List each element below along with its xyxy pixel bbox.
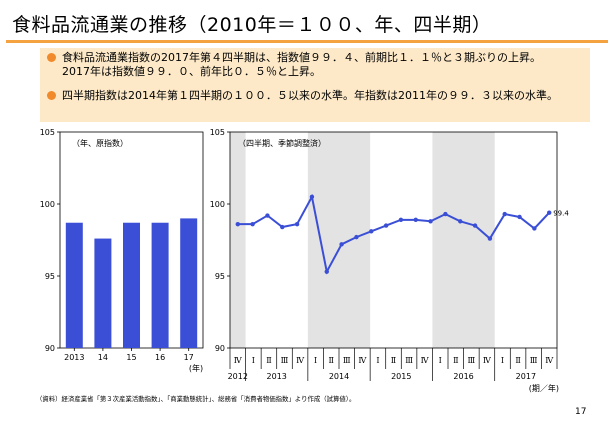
quarter-label: Ⅱ (328, 356, 333, 365)
data-point (502, 211, 507, 217)
data-point (547, 210, 552, 215)
quarter-label: Ⅳ (545, 356, 554, 365)
data-point (339, 242, 344, 247)
x-tick-label: 15 (126, 353, 136, 362)
bullet-dot-icon (47, 53, 56, 62)
data-point (532, 226, 537, 231)
data-point (369, 229, 374, 234)
quarter-label: Ⅰ (314, 356, 317, 365)
source-note: （資料）経済産業省「第３次産業活動指数」、「商業動態統計」、総務省「消費者物価指… (36, 395, 356, 403)
data-point (309, 194, 315, 199)
data-point (250, 221, 255, 227)
quarter-label: Ⅱ (453, 356, 458, 365)
bullet-dot-icon (47, 91, 56, 100)
summary-text: 四半期指数は2014年第１四半期の１００．５以来の水準。年指数は2011年の９９… (62, 89, 558, 102)
y-tick-label: 90 (215, 344, 225, 353)
data-point (487, 236, 493, 241)
data-point (324, 269, 329, 274)
data-point (354, 234, 359, 240)
y-tick-label: 90 (45, 344, 55, 353)
y-tick-label: 100 (40, 200, 55, 209)
year-label: 2013 (267, 372, 287, 381)
bar (65, 222, 83, 348)
year-label: 2015 (391, 372, 411, 381)
quarter-label: Ⅲ (405, 356, 413, 365)
plot-background (230, 132, 557, 348)
quarter-label: Ⅱ (515, 356, 520, 365)
quarter-label: Ⅱ (391, 356, 396, 365)
data-point (280, 224, 285, 230)
year-shade-band (230, 132, 246, 348)
data-point (458, 219, 463, 224)
year-label: 2016 (453, 372, 473, 381)
quarter-label: Ⅰ (252, 356, 255, 365)
data-point (413, 217, 418, 223)
x-axis-unit: (年) (189, 363, 203, 373)
summary-bullet: 四半期指数は2014年第１四半期の１００．５以来の水準。年指数は2011年の９９… (47, 89, 567, 103)
y-tick-label: 105 (40, 128, 55, 137)
data-point (428, 219, 433, 224)
quarter-label: Ⅰ (439, 356, 442, 365)
data-point (472, 223, 478, 228)
quarter-label: Ⅲ (530, 356, 538, 365)
data-point (294, 221, 300, 227)
plot-frame (229, 131, 558, 349)
bar (123, 222, 140, 348)
data-point (265, 213, 270, 218)
y-tick-label: 95 (45, 272, 55, 281)
annual-bar-chart: 90 95 100 105 （年、原指数） 2013 14 15 16 17(年) (40, 128, 204, 373)
summary-text: 食料品流通業指数の2017年第４四半期は、指数値９９．４、前期比１．１％と３期ぶ… (62, 51, 541, 78)
summary-bullet: 食料品流通業指数の2017年第４四半期は、指数値９９．４、前期比１．１％と３期ぶ… (47, 51, 567, 78)
quarter-label: Ⅲ (467, 356, 475, 365)
data-point (235, 221, 240, 227)
page-title: 食料品流通業の推移（2010年＝１００、年、四半期） (12, 14, 492, 36)
year-shade-band (307, 132, 371, 348)
data-point (398, 217, 404, 223)
quarter-label: Ⅳ (358, 356, 367, 365)
summary-box: 食料品流通業指数の2017年第４四半期は、指数値９９．４、前期比１．１％と３期ぶ… (40, 48, 590, 122)
bar (180, 218, 198, 348)
quarter-label: Ⅰ (501, 356, 504, 365)
y-tick-label: 95 (215, 272, 225, 281)
chart-title: （年、原指数） (72, 138, 128, 148)
year-label: 2012 (228, 372, 248, 381)
quarter-label: Ⅳ (483, 356, 492, 365)
year-label: 2014 (329, 372, 349, 381)
data-point (443, 211, 448, 217)
y-tick-label: 100 (210, 200, 225, 209)
year-shade-band (432, 132, 495, 348)
quarter-label: Ⅰ (376, 356, 379, 365)
data-point (517, 214, 522, 220)
quarter-label: Ⅲ (343, 356, 351, 365)
data-point (383, 223, 389, 228)
quarter-label: Ⅳ (421, 356, 430, 365)
chart-title: （四半期、季節調整済） (238, 138, 326, 148)
x-tick-label: 2013 (64, 353, 84, 362)
quarter-label: Ⅳ (296, 356, 305, 365)
year-label: 2017 (516, 372, 536, 381)
title-underline (6, 40, 608, 43)
quarter-label: Ⅲ (281, 356, 289, 365)
series-line (237, 193, 550, 275)
x-axis-unit: (期／年) (529, 383, 559, 393)
y-tick-label: 105 (210, 128, 225, 137)
bar (94, 238, 112, 348)
x-tick-label: 16 (155, 353, 165, 362)
bar (151, 222, 169, 348)
quarter-label: Ⅳ (234, 356, 243, 365)
x-tick-label: 17 (184, 353, 194, 362)
quarter-label: Ⅱ (266, 356, 271, 365)
last-value-label: 99.4 (553, 210, 569, 218)
x-tick-label: 14 (98, 353, 108, 362)
page-number: 17 (575, 407, 587, 417)
